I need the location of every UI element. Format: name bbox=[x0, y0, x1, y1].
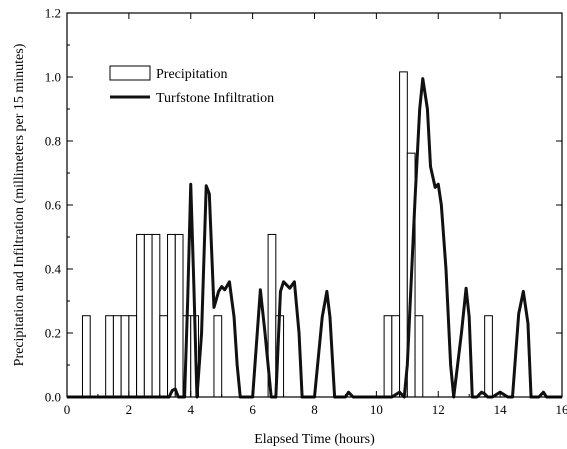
precipitation-bar bbox=[213, 315, 223, 398]
x-tick-label: 16 bbox=[556, 402, 567, 417]
x-tick-label: 8 bbox=[311, 402, 318, 417]
y-tick-label: 1.0 bbox=[45, 70, 61, 85]
y-tick-label: 0.8 bbox=[45, 134, 61, 149]
x-tick-label: 12 bbox=[432, 402, 445, 417]
precipitation-bar bbox=[120, 315, 130, 398]
x-axis-label: Elapsed Time (hours) bbox=[254, 432, 375, 447]
precipitation-bar bbox=[159, 315, 169, 398]
y-axis-label: Precipitation and Infiltration (millimet… bbox=[12, 43, 27, 366]
y-tick-label: 0.2 bbox=[45, 326, 61, 341]
legend-label-precipitation: Precipitation bbox=[156, 67, 228, 82]
x-tick-label: 0 bbox=[64, 402, 71, 417]
x-tick-label: 2 bbox=[126, 402, 133, 417]
x-tick-label: 10 bbox=[370, 402, 383, 417]
y-tick-label: 0.0 bbox=[45, 390, 61, 405]
x-axis-ticks: 0 2 4 6 8 10 12 14 16 bbox=[64, 13, 567, 417]
precipitation-bar bbox=[399, 71, 408, 398]
y-tick-label: 0.6 bbox=[45, 198, 62, 213]
precipitation-bar bbox=[484, 315, 493, 398]
precipitation-bar bbox=[143, 233, 153, 398]
legend: Precipitation Turfstone Infiltration bbox=[106, 62, 308, 110]
legend-label-infiltration: Turfstone Infiltration bbox=[156, 91, 274, 106]
y-axis-ticks: 0.0 0.2 0.4 0.6 0.8 1.0 1.2 bbox=[45, 6, 562, 405]
x-tick-label: 6 bbox=[249, 402, 256, 417]
precipitation-bar bbox=[136, 233, 145, 398]
legend-swatch-precipitation bbox=[109, 65, 151, 81]
precipitation-bar bbox=[128, 315, 138, 398]
precipitation-bar bbox=[383, 315, 393, 398]
precipitation-bar bbox=[112, 315, 122, 398]
precipitation-bars bbox=[81, 71, 493, 398]
x-tick-label: 4 bbox=[188, 402, 195, 417]
precipitation-bar bbox=[81, 315, 91, 398]
precipitation-bar bbox=[414, 315, 424, 398]
x-tick-label: 14 bbox=[494, 402, 508, 417]
precipitation-bar bbox=[167, 233, 176, 398]
precipitation-bar bbox=[105, 315, 114, 398]
y-tick-label: 0.4 bbox=[45, 262, 62, 277]
precipitation-bar bbox=[174, 233, 184, 398]
precipitation-bar bbox=[391, 315, 401, 398]
precipitation-bar bbox=[151, 233, 161, 398]
y-tick-label: 1.2 bbox=[45, 6, 61, 21]
